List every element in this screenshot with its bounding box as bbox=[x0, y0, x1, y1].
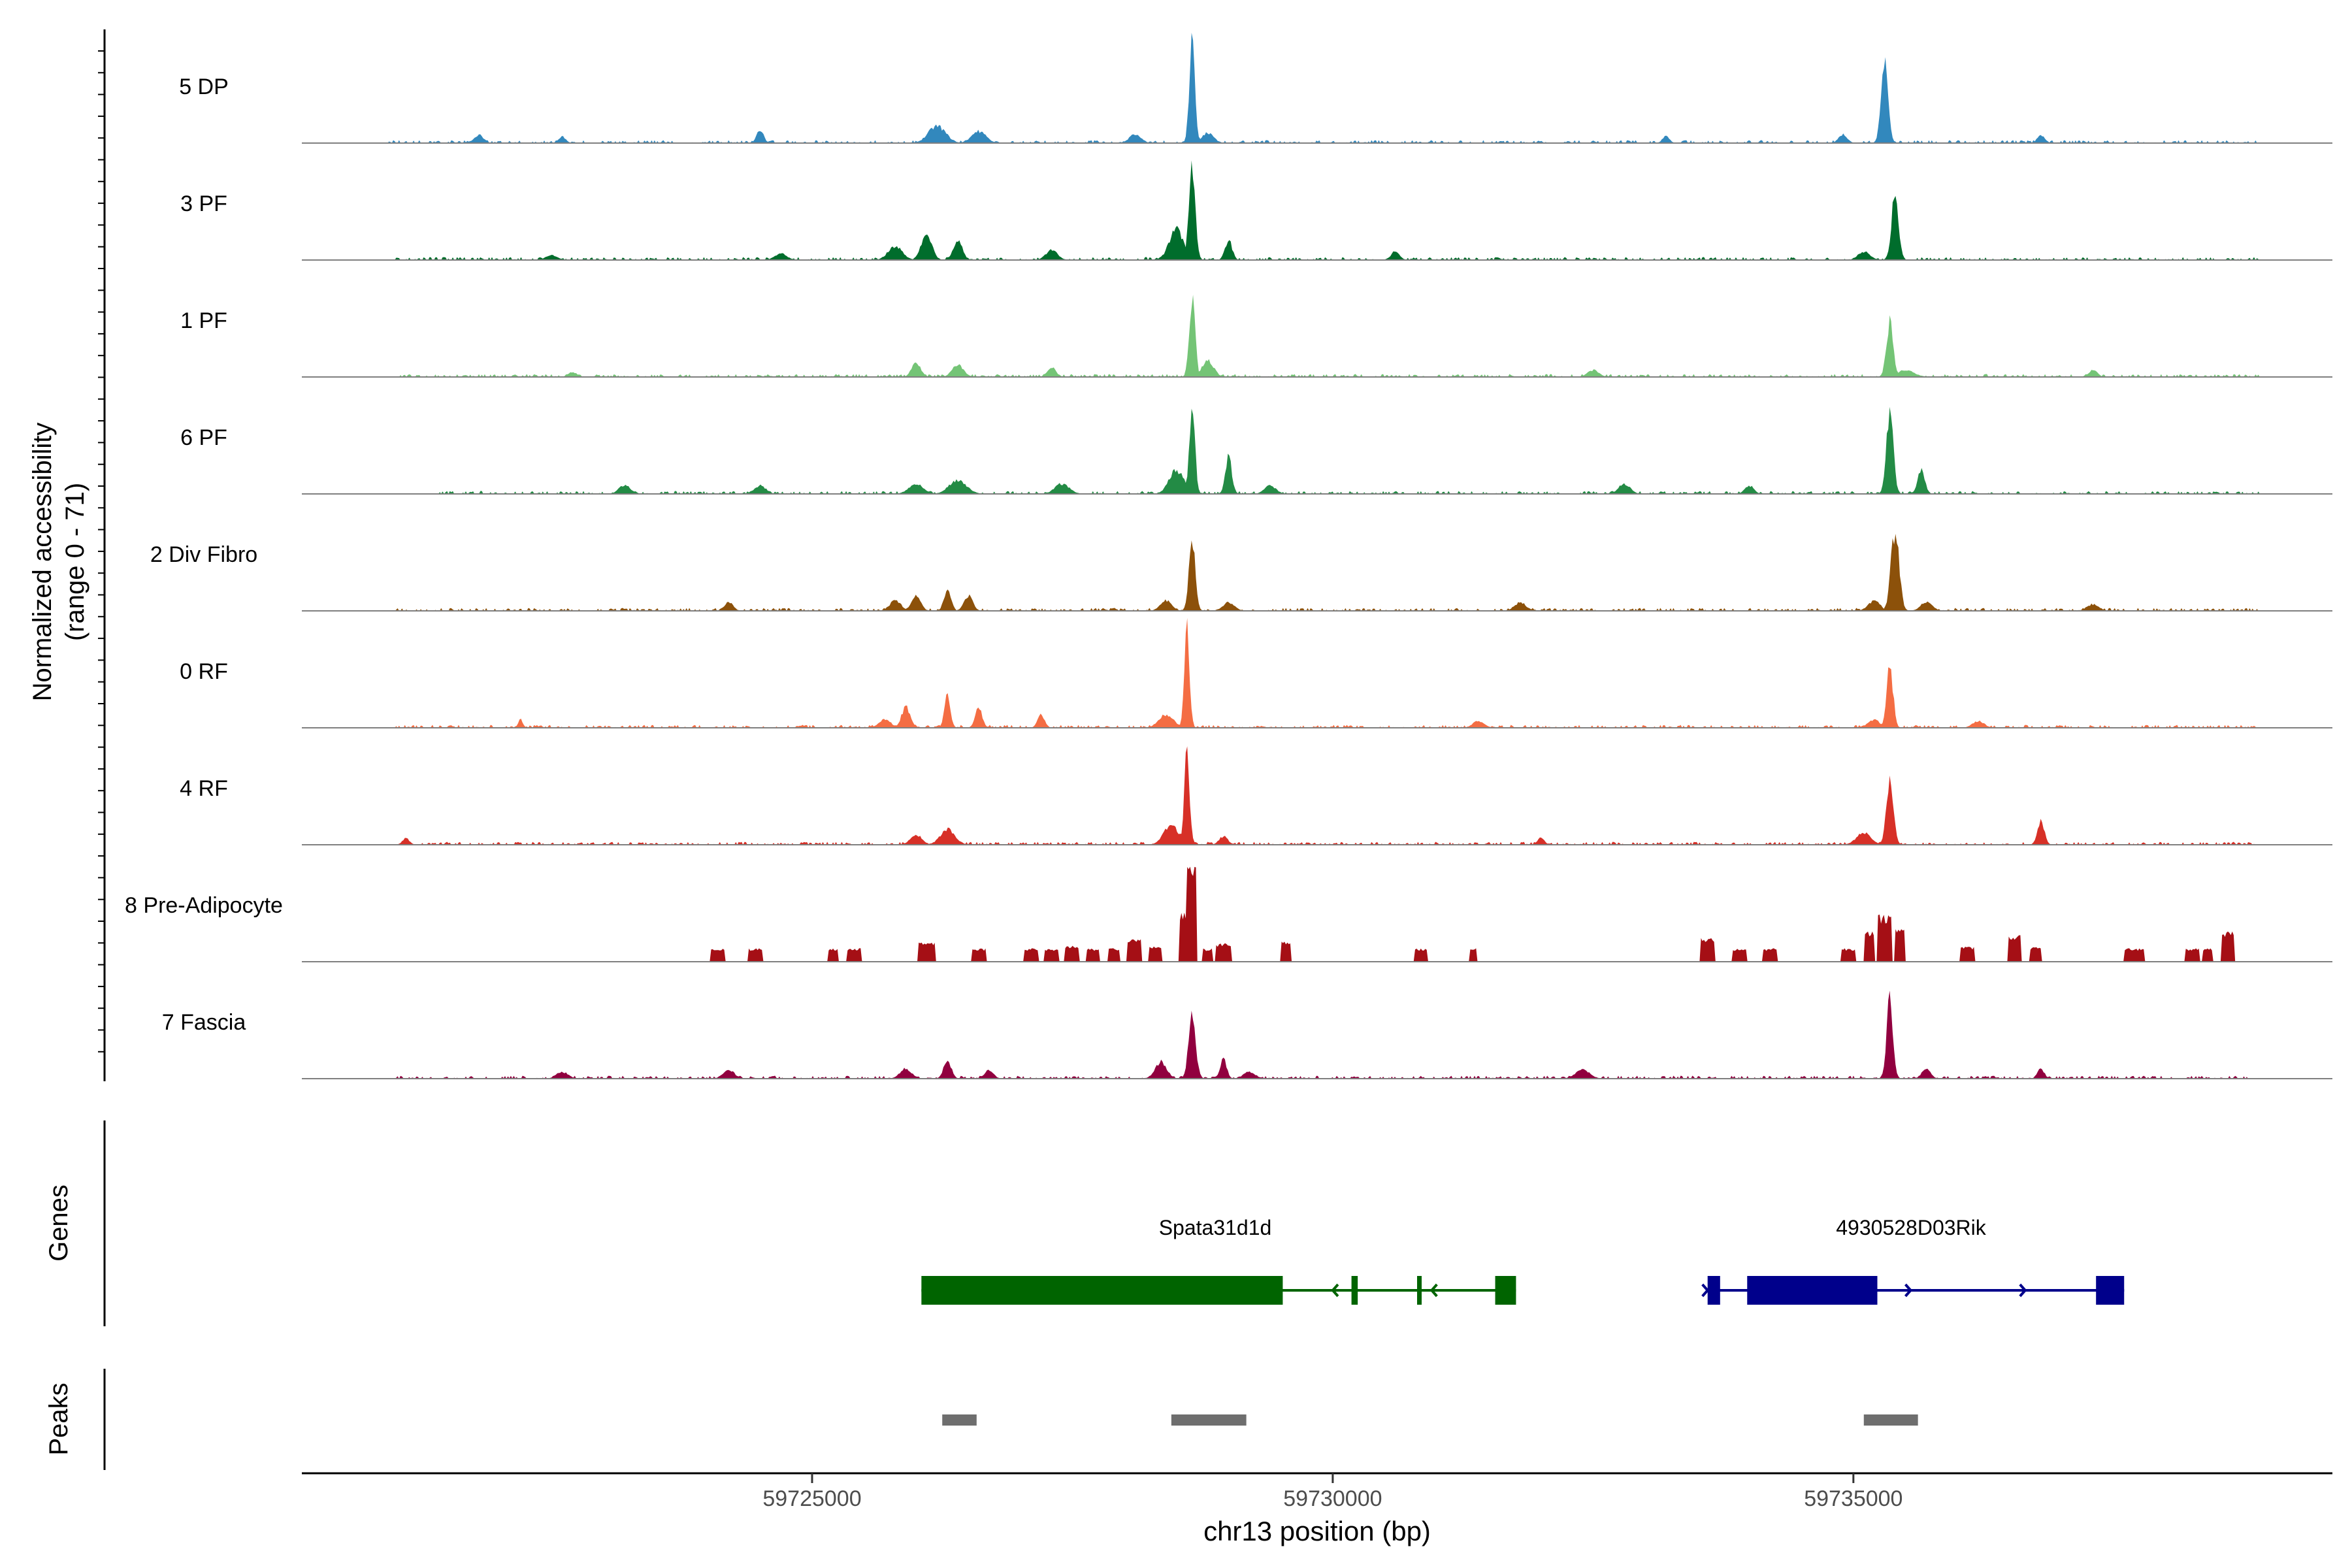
coverage-area bbox=[302, 866, 2332, 962]
track-label: 2 Div Fibro bbox=[150, 542, 257, 567]
coverage-area bbox=[302, 33, 2332, 143]
track-label: 0 RF bbox=[180, 659, 228, 684]
peak-regions bbox=[942, 1414, 1918, 1426]
exon bbox=[1417, 1276, 1422, 1305]
y-axis-label-range: (range 0 - 71) bbox=[61, 483, 90, 641]
x-axis: 59725000 59730000 59735000 chr13 position … bbox=[302, 1472, 2332, 1546]
exon bbox=[921, 1276, 1283, 1305]
track-label: 8 Pre-Adipocyte bbox=[125, 893, 283, 918]
coverage-area bbox=[302, 617, 2332, 728]
exon bbox=[1747, 1276, 1878, 1305]
track-label: 3 PF bbox=[180, 191, 227, 216]
peaks-label: Peaks bbox=[44, 1382, 73, 1455]
x-ticks: 59725000 59730000 59735000 bbox=[762, 1473, 1903, 1511]
exon bbox=[1495, 1276, 1516, 1305]
strand-arrow bbox=[1904, 1283, 1913, 1298]
x-tick-label: 59730000 bbox=[1283, 1486, 1382, 1511]
track-2-div-fibro: 2 Div Fibro bbox=[150, 534, 2332, 612]
track-5-dp: 5 DP bbox=[179, 33, 2332, 144]
track-label: 1 PF bbox=[180, 308, 227, 333]
x-axis-label: chr13 position (bp) bbox=[1203, 1516, 1431, 1546]
x-tick-label: 59735000 bbox=[1804, 1486, 1903, 1511]
exon bbox=[2096, 1276, 2125, 1305]
track-1-pf: 1 PF bbox=[180, 295, 2332, 378]
track-label: 4 RF bbox=[180, 776, 228, 801]
gene-4930528d03rik: 4930528D03Rik bbox=[1701, 1216, 2125, 1305]
exon bbox=[1707, 1276, 1720, 1305]
gene-name: 4930528D03Rik bbox=[1836, 1216, 1987, 1239]
peaks-panel: Peaks bbox=[44, 1369, 1918, 1470]
peak-region bbox=[942, 1414, 977, 1426]
track-label: 5 DP bbox=[179, 74, 229, 99]
exon bbox=[1351, 1276, 1358, 1305]
track-6-pf: 6 PF bbox=[180, 406, 2332, 495]
coverage-area bbox=[302, 295, 2332, 377]
genes-panel: Genes Spata31d1d 4930528D03Rik bbox=[44, 1120, 2125, 1326]
y-axis-label: Normalized accessibility bbox=[28, 423, 57, 702]
coverage-area bbox=[302, 746, 2332, 845]
peak-region bbox=[1863, 1414, 1918, 1426]
track-3-pf: 3 PF bbox=[180, 160, 2332, 261]
y-axis bbox=[98, 29, 106, 1081]
track-4-rf: 4 RF bbox=[180, 746, 2332, 845]
track-7-fascia: 7 Fascia bbox=[162, 990, 2332, 1079]
strand-arrow bbox=[1701, 1283, 1710, 1298]
coverage-area bbox=[302, 406, 2332, 494]
coverage-tracks: 5 DP 3 PF 1 PF 6 PF 2 Div Fibro 0 RF 4 RF 8 Pre… bbox=[125, 33, 2332, 1079]
peak-region bbox=[1171, 1414, 1247, 1426]
genes-label: Genes bbox=[44, 1184, 73, 1262]
strand-arrow bbox=[1429, 1283, 1438, 1298]
strand-arrow bbox=[1331, 1283, 1339, 1298]
coverage-area bbox=[302, 534, 2332, 611]
gene-spata31d1d: Spata31d1d bbox=[921, 1216, 1516, 1305]
track-8-pre-adipocyte: 8 Pre-Adipocyte bbox=[125, 866, 2332, 962]
coverage-area bbox=[302, 990, 2332, 1079]
track-0-rf: 0 RF bbox=[180, 617, 2332, 728]
x-tick-label: 59725000 bbox=[762, 1486, 861, 1511]
track-label: 7 Fascia bbox=[162, 1010, 246, 1035]
strand-arrow bbox=[2019, 1283, 2027, 1298]
coverage-area bbox=[302, 160, 2332, 260]
gene-models: Spata31d1d 4930528D03Rik bbox=[921, 1216, 2125, 1305]
track-label: 6 PF bbox=[180, 425, 227, 450]
gene-name: Spata31d1d bbox=[1159, 1216, 1272, 1239]
